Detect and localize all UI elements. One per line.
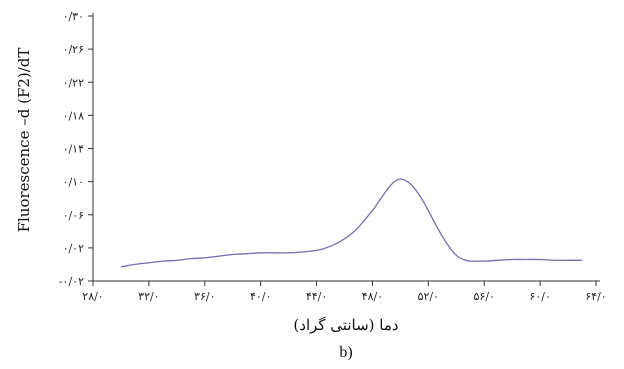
y-axis-ticks: -۰/۰۲ ۰/۰۲ ۰/۰۶ ۰/۱۰ ۰/۱۴ ۰/۱۸ ۰/۲۲ ۰/۲۶ ۰/۳۰: [59, 10, 93, 288]
x-tick-label: ۴۴/۰: [306, 290, 327, 303]
y-tick-label: ۰/۲۲: [63, 76, 85, 89]
x-tick-label: ۳۲/۰: [138, 290, 159, 303]
y-tick-label: ۰/۱۰: [63, 176, 84, 189]
x-tick-label: ۶۴/۰: [585, 290, 606, 303]
y-tick-label: ۰/۲۶: [63, 43, 84, 56]
axes: [92, 13, 600, 282]
panel-label: b): [339, 344, 352, 361]
x-tick-label: ۴۸/۰: [362, 290, 383, 303]
y-tick-label: ۰/۱۸: [63, 109, 85, 122]
x-axis-title: دما (سانتی گراد): [293, 316, 398, 334]
x-tick-label: ۵۶/۰: [474, 290, 495, 303]
x-tick-label: ۳۶/۰: [194, 290, 215, 303]
y-tick-label: ۰/۰۲: [63, 242, 85, 255]
y-tick-label: -۰/۰۲: [59, 275, 84, 288]
x-axis-ticks: ۲۸/۰ ۳۲/۰ ۳۶/۰ ۴۰/۰ ۴۴/۰ ۴۸/۰ ۵۲/۰ ۵۶/۰ ۶۰/۰ ۶۴/۰: [82, 281, 607, 303]
y-tick-label: ۰/۱۴: [63, 143, 85, 156]
x-tick-label: ۲۸/۰: [82, 290, 103, 303]
x-tick-label: ۴۰/۰: [250, 290, 271, 303]
x-tick-label: ۶۰/۰: [529, 290, 550, 303]
y-axis-title: Fluorescence –d (F2)/dT: [15, 48, 33, 233]
y-tick-label: ۰/۳۰: [63, 10, 84, 23]
y-tick-label: ۰/۰۶: [63, 209, 84, 222]
melt-curve-line: [120, 178, 582, 268]
x-tick-label: ۵۲/۰: [418, 290, 439, 303]
